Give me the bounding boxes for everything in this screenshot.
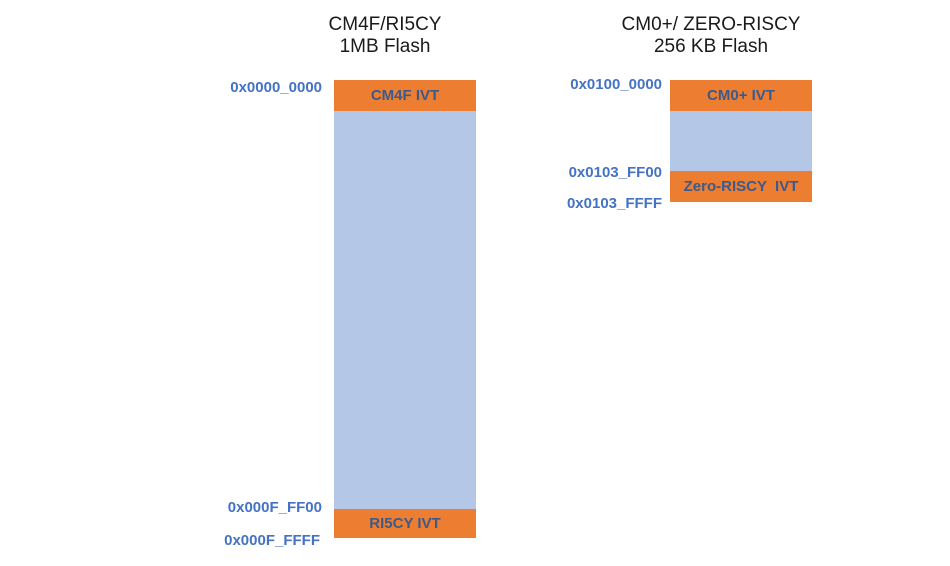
right-map-title-core: CM0+/ ZERO-RISCY <box>621 14 801 35</box>
left-map-title-core: CM4F/RI5CY <box>328 14 442 35</box>
left-top-ivt: CM4F IVT <box>334 80 476 111</box>
right-addr-ivt-end: 0x0103_FF00 <box>568 164 662 181</box>
left-flash-region <box>334 80 476 538</box>
left-map-title: CM4F/RI5CY 1MB Flash <box>310 14 460 58</box>
left-bottom-ivt: RI5CY IVT <box>334 509 476 538</box>
right-bottom-ivt: Zero-RISCY IVT <box>670 171 812 202</box>
left-addr-end: 0x000F_FFFF <box>224 532 320 549</box>
right-map-title: CM0+/ ZERO-RISCY 256 KB Flash <box>596 14 826 58</box>
left-map-title-size: 1MB Flash <box>339 36 431 57</box>
right-top-ivt: CM0+ IVT <box>670 80 812 111</box>
right-addr-end: 0x0103_FFFF <box>566 195 662 212</box>
right-map-title-size: 256 KB Flash <box>653 36 769 57</box>
left-addr-ivt-end: 0x000F_FF00 <box>227 499 322 516</box>
right-addr-start: 0x0100_0000 <box>570 76 662 93</box>
left-addr-start: 0x0000_0000 <box>230 79 322 96</box>
